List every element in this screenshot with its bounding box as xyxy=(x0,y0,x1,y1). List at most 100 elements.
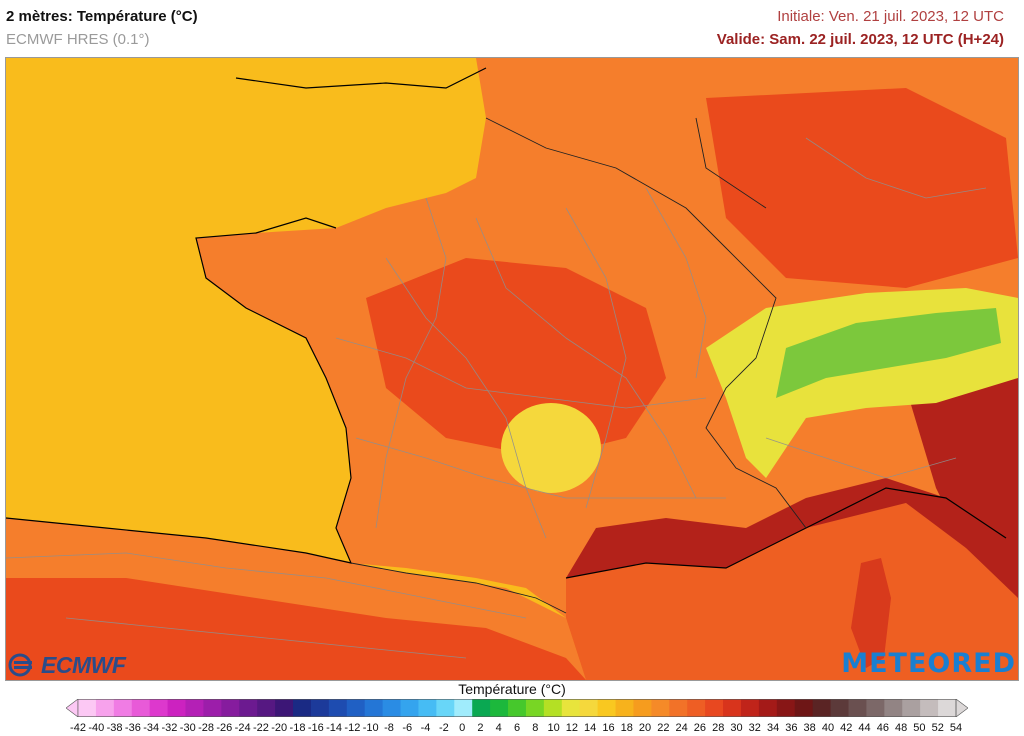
scale-label: 54 xyxy=(949,722,963,734)
scale-swatch xyxy=(310,699,330,717)
scale-swatch xyxy=(185,699,204,717)
scale-swatch xyxy=(257,699,276,717)
scale-label: 28 xyxy=(712,722,725,734)
scale-swatch xyxy=(328,699,348,717)
scale-swatch xyxy=(830,699,849,717)
scale-swatch xyxy=(346,699,366,717)
scale-swatch xyxy=(364,699,384,717)
ecmwf-wordmark: ECMWF xyxy=(41,651,126,678)
scale-swatch xyxy=(687,699,706,717)
spain-hot xyxy=(6,578,586,680)
scale-label: 20 xyxy=(638,722,652,734)
central-hot xyxy=(366,258,666,458)
scale-border xyxy=(77,699,957,717)
scale-swatch xyxy=(758,699,778,717)
scale-swatch xyxy=(95,699,115,717)
model-label: ECMWF HRES (0.1°) xyxy=(6,31,150,48)
scale-min-arrow xyxy=(66,699,79,717)
valid-time: Valide: Sam. 22 juil. 2023, 12 UTC (H+24… xyxy=(716,31,1004,48)
scale-label: -22 xyxy=(252,722,269,734)
scale-label: -2 xyxy=(438,722,449,734)
scale-swatch xyxy=(920,699,939,717)
scale-swatch xyxy=(490,699,509,717)
scale-swatch xyxy=(561,699,581,717)
scale-label: 14 xyxy=(584,722,597,734)
scale-labels: -42 -40 -38 -36 -34 -32 -30 -28 -26 -24 -22 -20 -18-… xyxy=(0,722,1024,736)
scale-swatch xyxy=(866,699,885,717)
scale-swatch xyxy=(794,699,814,717)
scale-label: 46 xyxy=(876,722,889,734)
scale-label: 36 xyxy=(785,722,798,734)
temperature-map[interactable] xyxy=(5,57,1019,681)
scale-label: 10 xyxy=(547,722,560,734)
scale-label: 12 xyxy=(565,722,578,734)
scale-label: -32 xyxy=(161,722,178,734)
scale-swatch xyxy=(597,699,617,717)
scale-swatch xyxy=(902,699,921,717)
scale-swatch xyxy=(615,699,634,717)
scale-swatch xyxy=(723,699,742,717)
scale-label: 6 xyxy=(513,722,521,734)
scale-label: -30 xyxy=(179,722,196,734)
init-time: Initiale: Ven. 21 juil. 2023, 12 UTC xyxy=(777,8,1004,25)
scale-swatch xyxy=(239,699,258,717)
scale-swatch xyxy=(203,699,222,717)
scale-label: -4 xyxy=(420,722,431,734)
scale-label: 38 xyxy=(803,722,816,734)
scale-label: -6 xyxy=(402,722,413,734)
provence-very-hot xyxy=(566,478,1018,578)
scale-label: -14 xyxy=(326,722,343,734)
scale-label: -36 xyxy=(124,722,141,734)
scale-swatch xyxy=(812,699,832,717)
scale-swatch xyxy=(651,699,670,717)
scale-swatch xyxy=(669,699,688,717)
scale-label: 22 xyxy=(657,722,670,734)
scale-swatch xyxy=(113,699,133,717)
scale-max-arrow xyxy=(955,699,968,717)
scale-label: -24 xyxy=(234,722,251,734)
scale-swatch xyxy=(167,699,187,717)
scale-label: 18 xyxy=(620,722,633,734)
scale-swatch xyxy=(633,699,652,717)
scale-label: -10 xyxy=(362,722,379,734)
scale-swatch xyxy=(884,699,903,717)
scale-swatch xyxy=(508,699,527,717)
country-borders xyxy=(350,117,807,614)
map-title: 2 mètres: Température (°C) xyxy=(6,8,198,25)
scale-label: -18 xyxy=(289,722,306,734)
scale-label: 24 xyxy=(675,722,688,734)
scale-label: 30 xyxy=(730,722,743,734)
scale-swatch xyxy=(938,699,957,717)
scale-swatch xyxy=(525,699,545,717)
scale-swatch xyxy=(848,699,867,717)
italy-very-hot xyxy=(906,378,1018,598)
corsica xyxy=(851,558,891,668)
scale-label: -20 xyxy=(271,722,288,734)
alps-cold xyxy=(776,308,1001,398)
scale-label: 26 xyxy=(693,722,707,734)
scale-label: 40 xyxy=(821,722,835,734)
scale-label: -42 xyxy=(70,722,86,734)
scale-swatch xyxy=(705,699,724,717)
scale-swatch xyxy=(418,699,437,717)
scale-label: -8 xyxy=(384,722,394,734)
scale-swatch xyxy=(472,699,491,717)
color-scale-bar xyxy=(66,699,968,717)
scale-swatch xyxy=(776,699,796,717)
scale-label: 16 xyxy=(602,722,615,734)
scale-label: 2 xyxy=(477,722,484,734)
scale-label: 32 xyxy=(748,722,761,734)
scale-swatch xyxy=(382,699,402,717)
scale-swatch xyxy=(221,699,240,717)
scale-label: -12 xyxy=(344,722,361,734)
scale-swatch xyxy=(293,699,312,717)
meteored-logo: METEORED xyxy=(841,648,1016,679)
admin-borders xyxy=(6,137,987,659)
scale-swatch xyxy=(400,699,419,717)
scale-label: -16 xyxy=(307,722,324,734)
scale-label: -28 xyxy=(198,722,214,734)
scale-swatch xyxy=(454,699,473,717)
scale-swatch xyxy=(579,699,599,717)
scale-label: 34 xyxy=(766,722,780,734)
scale-swatch xyxy=(149,699,169,717)
